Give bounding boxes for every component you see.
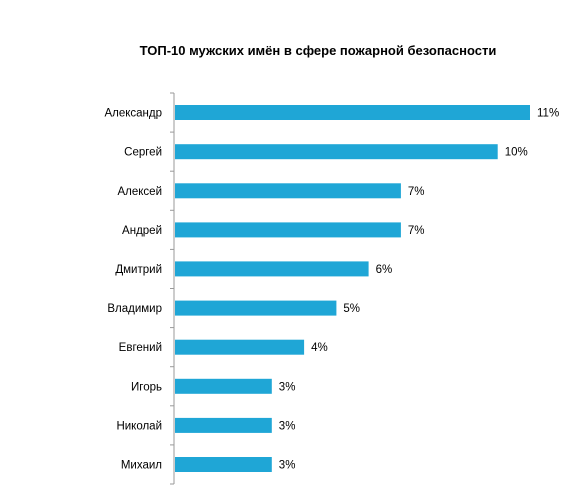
category-label: Владимир (107, 303, 162, 315)
category-labels: Александр Сергей Алексей Андрей Дмитрий Влади… (104, 108, 162, 472)
value-labels: 11% 10% 7% 7% 6% 5% 4% 3% 3% 3% (279, 108, 559, 472)
value-label: 7% (408, 225, 425, 237)
category-label: Михаил (121, 460, 162, 472)
chart-title: ТОП-10 мужских имён в сфере пожарной без… (140, 43, 497, 58)
value-label: 10% (505, 147, 528, 159)
bars (175, 105, 530, 472)
category-label: Алексей (117, 186, 162, 198)
bar-5 (175, 261, 369, 277)
category-label: Андрей (122, 225, 162, 237)
bar-9 (175, 417, 272, 433)
category-label: Игорь (131, 381, 162, 393)
value-label: 3% (279, 420, 296, 432)
bar-10 (175, 457, 272, 472)
bar-8 (175, 378, 272, 394)
value-label: 4% (311, 342, 328, 354)
bar-4 (175, 222, 401, 238)
bar-3 (175, 183, 401, 199)
value-label: 11% (537, 108, 559, 120)
category-label: Евгений (119, 342, 162, 354)
bar-2 (175, 144, 498, 160)
category-label: Дмитрий (115, 264, 162, 276)
value-label: 5% (343, 303, 360, 315)
category-label: Александр (104, 108, 162, 120)
bar-6 (175, 300, 337, 316)
value-label: 6% (376, 264, 393, 276)
axis-ticks (170, 92, 174, 485)
value-label: 3% (279, 381, 296, 393)
bar-1 (175, 105, 530, 120)
category-label: Николай (116, 420, 162, 432)
value-label: 7% (408, 186, 425, 198)
value-label: 3% (279, 460, 296, 472)
category-label: Сергей (124, 147, 162, 159)
bar-7 (175, 339, 305, 355)
